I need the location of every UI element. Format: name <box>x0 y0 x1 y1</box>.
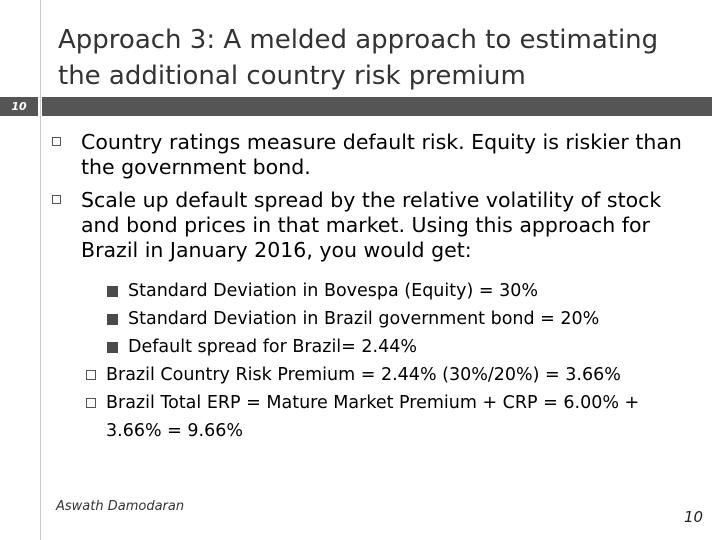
hollow-square-bullet-icon <box>86 370 96 380</box>
sub-bullet-text: Default spread for Brazil= 2.44% <box>128 337 417 357</box>
hollow-square-bullet-icon <box>86 398 96 408</box>
hollow-square-bullet-icon <box>52 137 61 146</box>
footer-author: Aswath Damodaran <box>56 499 185 514</box>
slide-title: Approach 3: A melded approach to estimat… <box>58 25 659 91</box>
filled-square-bullet-icon <box>107 342 118 353</box>
bullet-text: Scale up default spread by the relative … <box>81 188 662 262</box>
page-number: 10 <box>684 508 704 526</box>
result-item: Brazil Country Risk Premium = 2.44% (30%… <box>52 361 666 389</box>
slide-content: Country ratings measure default risk. Eq… <box>52 130 702 445</box>
slide-number-tab: 10 <box>0 97 38 116</box>
result-text: Brazil Total ERP = Mature Market Premium… <box>106 393 640 441</box>
result-item: Brazil Total ERP = Mature Market Premium… <box>52 389 666 445</box>
filled-square-bullet-icon <box>107 314 118 325</box>
bullet-item: Scale up default spread by the relative … <box>52 188 702 263</box>
header-band: 10 <box>0 97 720 116</box>
sub-bullet-text: Standard Deviation in Bovespa (Equity) =… <box>128 281 538 301</box>
result-text: Brazil Country Risk Premium = 2.44% (30%… <box>106 365 621 385</box>
hollow-square-bullet-icon <box>52 195 61 204</box>
filled-square-bullet-icon <box>107 286 118 297</box>
left-rule <box>40 0 41 540</box>
bullet-item: Country ratings measure default risk. Eq… <box>52 130 702 180</box>
header-bar <box>42 97 712 116</box>
sub-bullet-text: Standard Deviation in Brazil government … <box>128 309 600 329</box>
bullet-text: Country ratings measure default risk. Eq… <box>81 130 682 179</box>
sub-bullet-item: Default spread for Brazil= 2.44% <box>52 333 702 361</box>
sub-bullet-item: Standard Deviation in Brazil government … <box>52 305 702 333</box>
sub-bullet-item: Standard Deviation in Bovespa (Equity) =… <box>52 277 702 305</box>
